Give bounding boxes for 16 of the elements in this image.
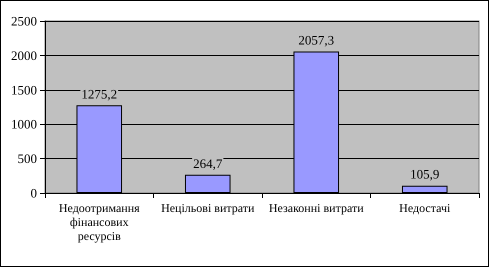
y-tick-label: 2000	[11, 48, 37, 63]
data-label: 264,7	[193, 156, 223, 171]
y-tick-label: 1000	[11, 116, 37, 132]
x-tick-label: Недоотримання фінансових ресурсів	[58, 201, 140, 243]
data-label: 2057,3	[298, 32, 334, 48]
y-tick-label: 2500	[11, 14, 37, 28]
bar	[184, 174, 231, 193]
x-tick-label: Нецільові витрати	[161, 201, 256, 215]
y-tick-label: 500	[18, 151, 37, 166]
data-label: 1275,2	[81, 86, 118, 102]
data-label: 105,9	[410, 166, 440, 182]
x-tick-label: Незаконні витрати	[268, 201, 364, 215]
bar	[402, 186, 448, 193]
x-tick-label: Недостачі	[399, 201, 451, 215]
y-tick-label: 0	[30, 186, 37, 200]
y-tick-label: 1500	[11, 82, 37, 98]
